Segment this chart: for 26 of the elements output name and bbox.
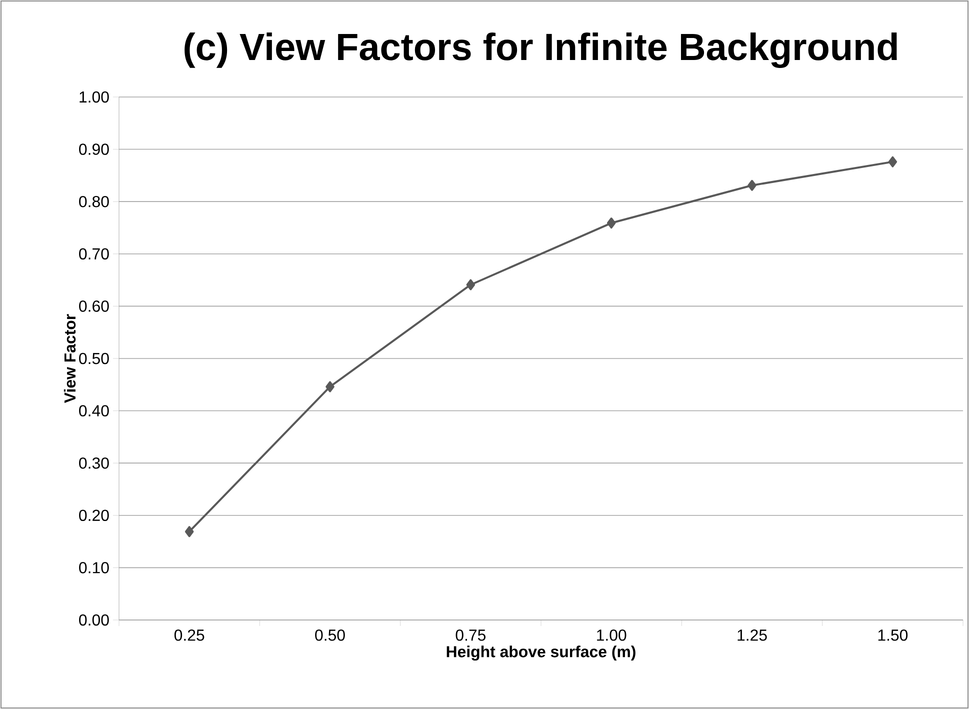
y-tick-label: 0.10 [79,562,109,574]
x-axis-title: Height above surface (m) [446,646,636,661]
x-tick-label: 1.50 [878,630,908,641]
x-tick-label: 1.25 [738,630,767,641]
y-tick-label: 0.20 [79,510,109,522]
y-tick-label: 0.30 [79,457,109,469]
point [888,156,898,168]
point [606,218,616,229]
point [184,526,194,538]
point [326,381,334,392]
y-tick-label: 0.40 [79,405,109,416]
point [466,279,476,290]
y-tick-label: 0.90 [79,144,109,155]
y-tick-label: 0.70 [79,248,109,260]
point [748,180,756,191]
y-tick-label: 0.00 [79,614,109,626]
x-tick-label: 0.75 [456,630,486,641]
x-tick-label: 0.50 [315,630,345,641]
y-tick-label: 0.50 [79,352,109,364]
y-tick-label: 0.60 [79,300,109,312]
y-tick-label: 1.00 [80,91,109,103]
y-axis-title: View Factor [64,314,76,403]
x-tick-label: 0.25 [174,630,204,641]
x-tick-label: 1.00 [597,630,626,641]
y-tick-label: 0.80 [79,196,109,208]
chart-title: (c) View Factors for Infinite Background [184,32,897,68]
